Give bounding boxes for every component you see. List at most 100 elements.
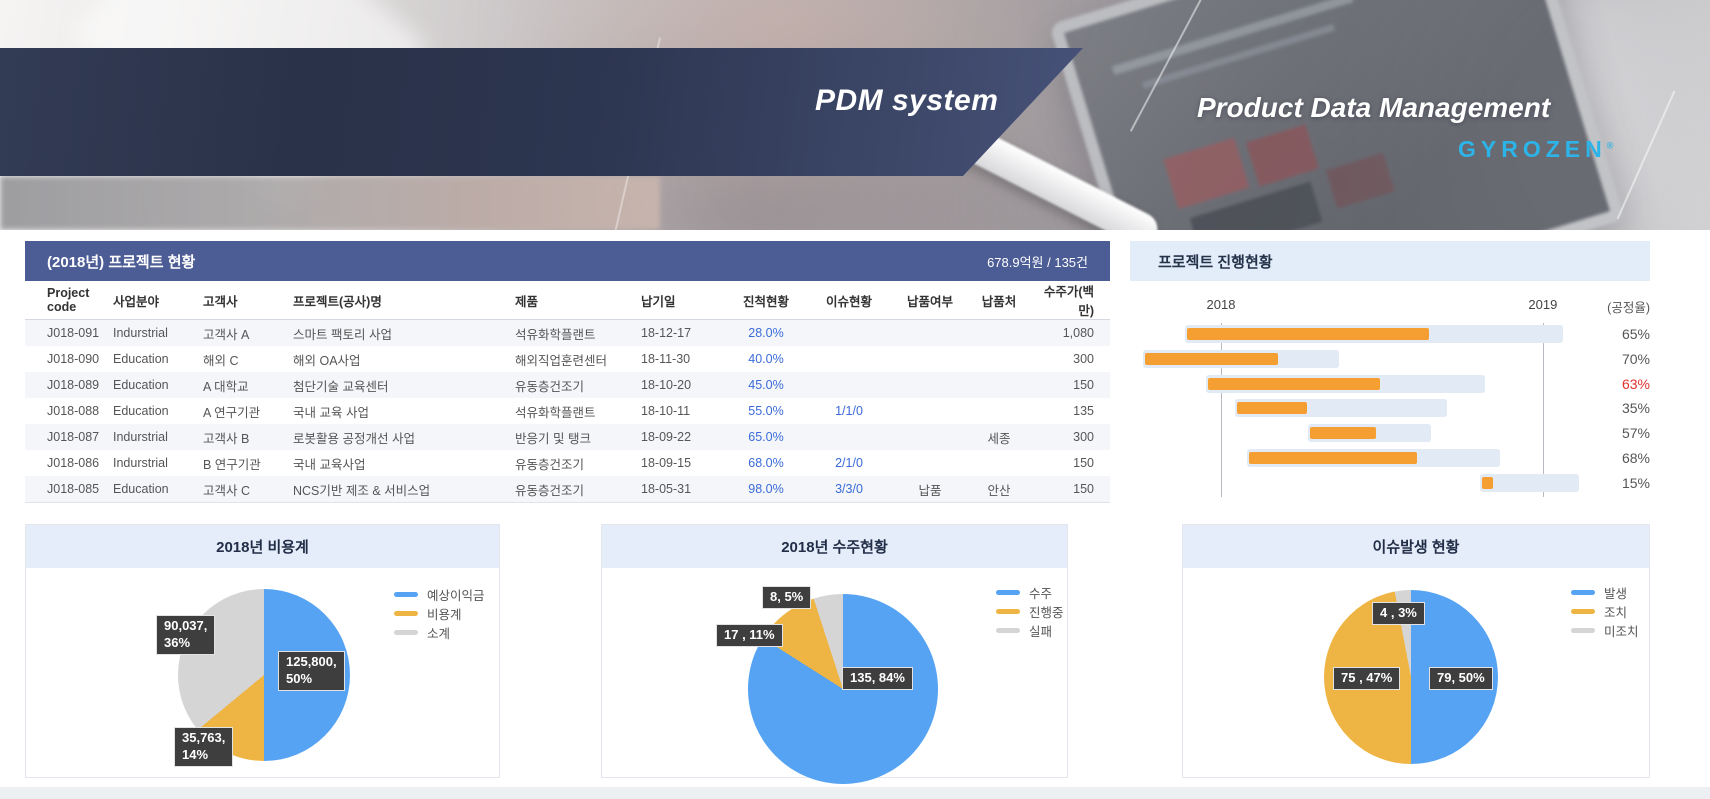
table-titlebar: (2018년) 프로젝트 현황 678.9억원 / 135건 <box>25 241 1110 281</box>
cell-progress[interactable]: 28.0% <box>748 326 784 340</box>
cell-due: 18-12-17 <box>641 326 692 340</box>
legend-label: 비용계 <box>427 607 462 622</box>
cell-issues <box>807 346 891 372</box>
pie-data-label: 17 , 11% <box>716 624 783 647</box>
cell-product: 해외직업훈련센터 <box>515 353 608 368</box>
cell-product: 유동층건조기 <box>515 379 585 394</box>
legend-swatch-icon <box>394 591 418 597</box>
legend-swatch-icon <box>1571 608 1595 614</box>
cell-progress[interactable]: 98.0% <box>725 476 807 503</box>
cell-issues[interactable]: 3/3/0 <box>807 476 891 503</box>
pie-legend: 수주 진행중 실패 <box>996 585 1064 639</box>
legend-label: 진행중 <box>1029 605 1064 620</box>
pie-data-label: 8, 5% <box>762 586 812 609</box>
gantt-track[interactable] <box>1479 473 1579 492</box>
cell-code: J018-085 <box>25 476 113 503</box>
table-row[interactable]: J018-086 Indurstrial B 연구기관 국내 교육사업 유동층건조기 18… <box>25 450 1110 476</box>
cell-product: 유동층건조기 <box>515 476 641 503</box>
cell-issues[interactable]: 2/1/0 <box>835 456 863 470</box>
cell-delivered: 납품 <box>891 476 969 503</box>
cell-project: 국내 교육사업 <box>293 457 366 472</box>
gantt-progress-label: 63% <box>1621 375 1650 392</box>
cell-field: Education <box>113 404 169 418</box>
gantt-progress-label: 35% <box>1621 400 1650 417</box>
legend-swatch-icon <box>1571 589 1595 595</box>
gantt-progress-bar <box>1481 476 1493 489</box>
table-wrap: Project code 사업분야 고객사 프로젝트(공사)명 제품 납기일 진척현황 이슈현… <box>25 281 1110 503</box>
table-row[interactable]: J018-088 Education A 연구기관 국내 교육 사업 석유화학플랜트 18… <box>25 398 1110 424</box>
cell-project: NCS기반 제조 & 서비스업 <box>293 476 515 503</box>
banner-ribbon: PDM system <box>0 48 1083 176</box>
table-row[interactable]: J018-090 Education 해외 C 해외 OA사업 해외직업훈련센터 18-1… <box>25 346 1110 372</box>
cell-delivered <box>891 450 969 476</box>
column-header-field: 사업분야 <box>113 281 203 320</box>
legend-label: 실패 <box>1029 624 1053 639</box>
project-table: Project code 사업분야 고객사 프로젝트(공사)명 제품 납기일 진척현황 이슈현… <box>25 281 1110 503</box>
column-header-issues: 이슈현황 <box>807 281 891 320</box>
cell-project: 로봇활용 공정개선 사업 <box>293 431 415 446</box>
cell-field: Education <box>113 378 169 392</box>
pie-panel-0: 2018년 비용계 예상이익금 비용계 소계 125,800, 50% 90,037, 36%… <box>25 524 500 778</box>
gantt-titlebar: 프로젝트 진행현황 <box>1130 241 1650 281</box>
cell-product: 석유화학플랜트 <box>515 327 596 342</box>
cell-amount: 150 <box>1073 378 1094 392</box>
legend-label: 조치 <box>1604 605 1628 620</box>
column-header-amount: 수주가(백만) <box>1029 281 1110 320</box>
gantt-track[interactable] <box>1185 325 1564 343</box>
cell-site <box>969 398 1029 424</box>
cell-progress[interactable]: 65.0% <box>748 430 784 444</box>
cell-product: 유동층건조기 <box>515 457 585 472</box>
cell-client: A 대학교 <box>203 379 249 394</box>
gantt-track[interactable] <box>1205 374 1486 393</box>
cell-site: 세종 <box>987 431 1011 446</box>
column-header-product: 제품 <box>515 281 641 320</box>
table-row[interactable]: J018-089 Education A 대학교 첨단기술 교육센터 유동층건조기 18-… <box>25 372 1110 398</box>
gantt-track[interactable] <box>1235 399 1448 418</box>
cell-code: J018-086 <box>47 456 100 470</box>
cell-project: 첨단기술 교육센터 <box>293 379 389 394</box>
gantt-track[interactable] <box>1307 424 1432 443</box>
cell-progress[interactable]: 45.0% <box>748 378 784 392</box>
cell-product: 반응기 및 탱크 <box>515 431 591 446</box>
gantt-track[interactable] <box>1247 449 1501 467</box>
gantt-progress-bar <box>1187 328 1429 340</box>
pie-title: 2018년 비용계 <box>26 525 499 568</box>
table-row[interactable]: J018-091 Indurstrial 고객사 A 스마트 팩토리 사업 석유화학플랜… <box>25 319 1110 347</box>
cell-amount: 1,080 <box>1062 326 1094 340</box>
axis-label-2018: 2018 <box>1206 297 1236 312</box>
cell-client: A 연구기관 <box>203 405 261 420</box>
cell-delivered <box>891 346 969 372</box>
cell-progress[interactable]: 55.0% <box>748 404 784 418</box>
cell-due: 18-05-31 <box>641 476 725 503</box>
cell-project: 스마트 팩토리 사업 <box>293 327 392 342</box>
cell-field: Indurstrial <box>113 456 168 470</box>
legend-item: 발생 <box>1571 585 1639 601</box>
cell-issues[interactable]: 1/1/0 <box>835 404 863 418</box>
tablet-screen-tile <box>1163 137 1250 210</box>
cell-code: J018-090 <box>47 352 100 366</box>
cell-client: 해외 C <box>203 353 239 368</box>
cell-progress[interactable]: 40.0% <box>748 352 784 366</box>
column-header-site: 납품처 <box>969 281 1029 320</box>
cell-field: Education <box>113 352 169 366</box>
tablet-screen-line <box>1111 0 1354 75</box>
pie-title: 이슈발생 현황 <box>1183 525 1649 568</box>
legend-swatch-icon <box>1571 627 1595 633</box>
pie-data-label: 75 , 47% <box>1333 667 1401 690</box>
cell-delivered <box>891 320 969 347</box>
gantt-axis: 2018 2019 (공정율) <box>1130 297 1650 317</box>
cell-progress[interactable]: 68.0% <box>748 456 784 470</box>
pie-data-label: 90,037, 36% <box>156 615 216 655</box>
pie-data-label: 4 , 3% <box>1372 602 1425 625</box>
gantt-track[interactable] <box>1143 349 1340 368</box>
pie-legend: 예상이익금 비용계 소계 <box>394 587 485 641</box>
gantt-progress-bar <box>1237 402 1308 415</box>
legend-label: 발생 <box>1604 586 1628 601</box>
table-row[interactable]: J018-087 Indurstrial 고객사 B 로봇활용 공정개선 사업 반응기 … <box>25 424 1110 450</box>
legend-swatch-icon <box>996 627 1020 633</box>
table-row[interactable]: J018-085 Education 고객사 C NCS기반 제조 & 서비스업 유동층… <box>25 476 1110 503</box>
legend-swatch-icon <box>996 608 1020 614</box>
cell-code: J018-089 <box>47 378 100 392</box>
pie-title: 2018년 수주현황 <box>602 525 1067 568</box>
